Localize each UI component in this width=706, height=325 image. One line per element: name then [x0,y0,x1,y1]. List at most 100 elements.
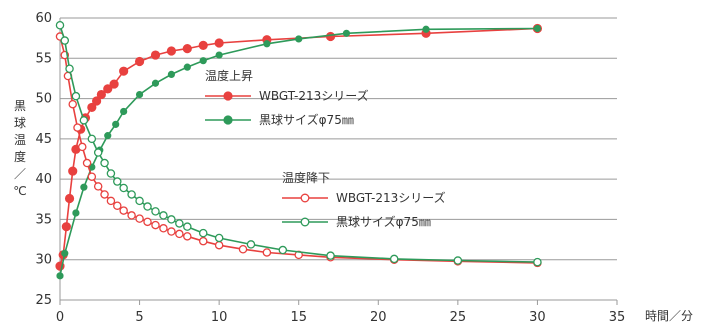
y-tick-label: 45 [35,132,52,147]
data-point [150,50,161,60]
data-point [71,91,81,101]
series-line [59,27,538,276]
data-point [80,183,88,191]
legend-label: WBGT-213シリーズ [336,190,446,205]
data-point [453,256,463,265]
data-point [326,251,335,260]
data-point [119,66,129,76]
legend-title: 温度降下 [282,170,330,185]
data-point [127,190,136,199]
data-point [325,31,336,42]
data-point [246,240,256,249]
data-point [166,46,176,56]
series-line [59,36,538,264]
data-point [175,219,184,228]
data-point [119,206,128,215]
legend-marker [300,193,310,203]
data-point [120,107,128,116]
y-tick-label: 50 [35,92,52,107]
data-point [106,196,116,206]
x-tick-label: 5 [135,310,143,325]
x-tick-label: 0 [56,310,64,325]
data-point [167,215,176,224]
legend-marker [223,91,233,101]
legend-label: WBGT-213シリーズ [259,88,369,103]
data-point [262,248,272,257]
x-axis-label: 時間／分 [645,309,693,323]
data-point [143,217,152,227]
data-point [198,236,208,246]
data-point [106,169,116,178]
data-point [175,229,184,239]
data-point [159,224,168,233]
series-0 [55,23,543,271]
legend-marker [223,115,233,125]
x-tick-label: 10 [211,310,228,325]
data-point [119,183,128,193]
data-point [68,99,77,109]
data-point [214,38,224,48]
data-point [159,211,168,220]
data-point [198,40,208,50]
series-line [59,27,538,267]
data-point [389,254,399,264]
data-point [113,201,122,210]
data-point [79,116,89,125]
data-point [134,56,145,67]
data-point [73,123,82,132]
data-point [167,227,176,236]
data-point [61,249,69,257]
data-point [214,233,224,243]
data-point [127,211,136,220]
data-point [263,40,271,48]
data-point [183,232,192,241]
data-point [214,240,224,250]
data-point [55,21,65,30]
legend-label: 黒球サイズφ75㎜ [336,214,431,229]
y-tick-label: 55 [35,51,52,66]
data-point [64,193,75,204]
series-1 [56,24,542,280]
data-point [143,202,152,211]
x-tick-label: 15 [290,310,307,325]
data-point [78,142,87,152]
data-point [87,102,97,113]
data-point [135,90,144,99]
series-layer [55,21,543,280]
data-point [60,36,70,45]
data-point [82,158,92,168]
data-point [151,79,160,87]
data-point [198,228,208,238]
data-point [93,182,103,191]
y-tick-label: 60 [35,11,52,26]
x-axis: 0 5 10 15 20 25 30 35 [56,300,625,325]
data-point [56,272,64,280]
series-line [59,25,538,263]
data-point [92,96,102,106]
data-point [87,172,97,181]
legend-marker [300,217,310,227]
data-point [135,214,144,223]
data-point [422,25,430,33]
data-point [533,257,542,267]
data-point [238,244,248,254]
data-point [65,64,74,74]
y-tick-label: 35 [35,212,52,227]
data-point [215,51,223,59]
x-tick-label: 20 [370,310,387,325]
data-point [61,222,71,232]
data-point [183,63,191,71]
data-point [151,220,160,230]
data-point [100,158,109,168]
data-point [93,148,103,157]
legend-label: 黒球サイズφ75㎜ [259,112,354,127]
data-point [68,166,78,176]
y-axis-label: 黒球温度／℃ [13,99,26,198]
data-point [113,177,122,186]
y-tick-label: 30 [35,253,52,268]
data-point [72,209,80,217]
legend: 温度上昇WBGT-213シリーズ黒球サイズφ75㎜温度降下WBGT-213シリー… [205,68,446,229]
x-tick-label: 35 [609,310,626,325]
